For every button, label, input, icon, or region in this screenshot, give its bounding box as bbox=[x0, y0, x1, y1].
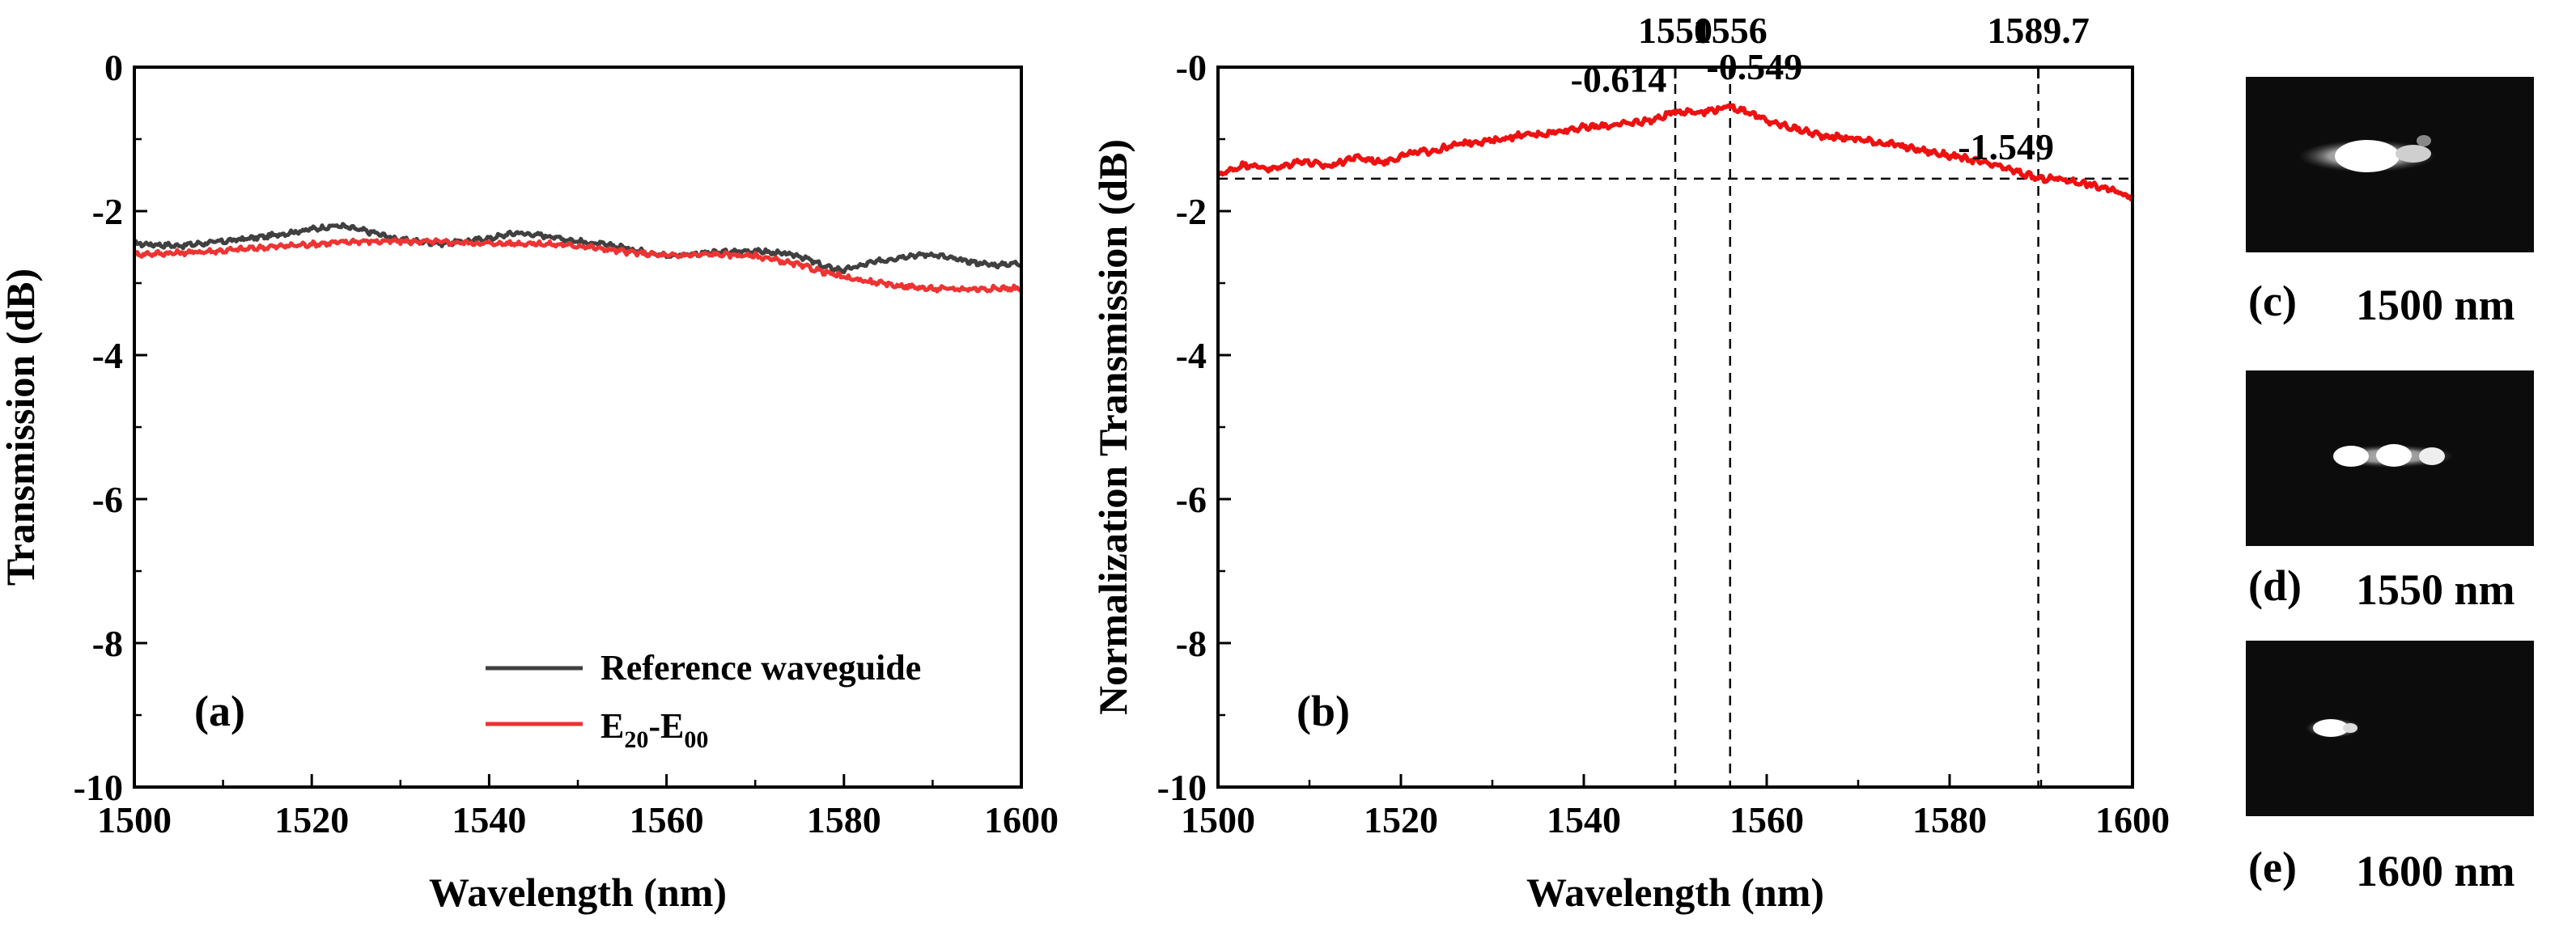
y-tick-label: -8 bbox=[1176, 623, 1207, 664]
y-tick-label: -6 bbox=[1176, 479, 1207, 520]
value-annotation: -0.614 bbox=[1571, 59, 1667, 100]
y-tick-label: -6 bbox=[92, 479, 123, 520]
chart-b-frame bbox=[1216, 66, 2134, 789]
mode-label-d-letter: (d) bbox=[2248, 561, 2302, 610]
top-tick-label: 1556 bbox=[1693, 10, 1768, 51]
mode-label-c-wavelength: 1500 nm bbox=[2356, 281, 2515, 329]
chart-a-tick-labels: 1500 1520 1540 1560 1580 1600 0 -2 -4 -6 -8 -10 bbox=[74, 47, 1059, 840]
mode-image-d bbox=[2246, 370, 2534, 546]
chart-a: 1500 1520 1540 1560 1580 1600 0 -2 -4 -6 -8 -10 Wav… bbox=[0, 47, 1059, 915]
chart-b-tick-labels: 1500 1520 1540 1560 1580 1600 -0 -2 -4 -6 -8 -10 155… bbox=[1157, 10, 2170, 840]
chart-a-series bbox=[132, 222, 1024, 294]
mode-image-e bbox=[2246, 641, 2534, 816]
x-tick-label: 1540 bbox=[452, 799, 526, 840]
chart-b-annotations: -0.614 -0.549 -1.549 bbox=[1571, 46, 2054, 167]
y-tick-label: -4 bbox=[92, 335, 123, 376]
x-tick-label: 1500 bbox=[97, 799, 172, 840]
mode-label-e-letter: (e) bbox=[2248, 843, 2297, 891]
y-tick-label: -4 bbox=[1176, 335, 1207, 376]
x-tick-label: 1560 bbox=[1729, 799, 1804, 840]
mode-image-d-lobe-right bbox=[2419, 447, 2445, 465]
mode-image-c-side-spot bbox=[2396, 145, 2431, 163]
mode-image-d-lobe-left bbox=[2333, 446, 2369, 467]
x-tick-label: 1540 bbox=[1547, 799, 1621, 840]
mode-image-c-spot bbox=[2335, 140, 2400, 172]
chart-b: 1500 1520 1540 1560 1580 1600 -0 -2 -4 -6 -8 -10 155… bbox=[1090, 10, 2170, 915]
x-tick-label: 1580 bbox=[1912, 799, 1987, 840]
chart-a-legend: Reference waveguide E20-E00 bbox=[486, 648, 921, 753]
chart-b-reference-lines bbox=[1218, 67, 2133, 787]
mode-image-e-spot bbox=[2313, 719, 2349, 737]
legend-label-reference: Reference waveguide bbox=[601, 648, 921, 688]
value-annotation: -1.549 bbox=[1958, 126, 2054, 167]
y-tick-label: -10 bbox=[1157, 767, 1207, 808]
y-tick-label: 0 bbox=[104, 47, 123, 88]
series-line bbox=[132, 237, 1024, 294]
chart-a-ylabel: Transmission (dB) bbox=[0, 269, 43, 586]
x-tick-label: 1600 bbox=[2095, 799, 2170, 840]
top-tick-label: 1550 bbox=[1638, 10, 1712, 51]
mode-label-c-letter: (c) bbox=[2248, 277, 2297, 325]
mode-image-d-lobe-center bbox=[2376, 444, 2412, 467]
mode-image-e-side-spot bbox=[2343, 723, 2357, 733]
y-tick-label: -10 bbox=[74, 767, 123, 808]
x-tick-label: 1580 bbox=[807, 799, 881, 840]
x-tick-label: 1600 bbox=[984, 799, 1059, 840]
y-tick-label: -2 bbox=[1176, 191, 1207, 232]
y-tick-label: -2 bbox=[92, 191, 123, 232]
chart-a-xlabel: Wavelength (nm) bbox=[429, 870, 727, 915]
y-tick-label: -0 bbox=[1176, 47, 1207, 88]
mode-label-e-wavelength: 1600 nm bbox=[2356, 847, 2515, 895]
mode-image-c-faint-spot bbox=[2417, 135, 2431, 146]
chart-a-panel-label: (a) bbox=[194, 687, 245, 735]
value-annotation: -0.549 bbox=[1706, 46, 1802, 87]
chart-b-ylabel: Normalization Transmission (dB) bbox=[1090, 139, 1135, 715]
x-tick-label: 1560 bbox=[630, 799, 704, 840]
chart-b-xlabel: Wavelength (nm) bbox=[1526, 870, 1824, 915]
y-tick-label: -8 bbox=[92, 623, 123, 664]
chart-b-series bbox=[1216, 103, 2135, 202]
x-tick-label: 1500 bbox=[1181, 799, 1255, 840]
x-tick-label: 1520 bbox=[1364, 799, 1438, 840]
mode-image-e-frame bbox=[2246, 641, 2534, 816]
mode-label-d-wavelength: 1550 nm bbox=[2356, 565, 2515, 614]
mode-image-c bbox=[2246, 77, 2534, 252]
legend-label-e20-e00: E20-E00 bbox=[601, 706, 708, 753]
chart-b-panel-label: (b) bbox=[1296, 687, 1350, 735]
top-tick-label: 1589.7 bbox=[1987, 10, 2090, 51]
series-line bbox=[133, 222, 1023, 275]
x-tick-label: 1520 bbox=[274, 799, 349, 840]
series-line bbox=[1216, 103, 2135, 202]
chart-a-frame bbox=[133, 66, 1023, 789]
